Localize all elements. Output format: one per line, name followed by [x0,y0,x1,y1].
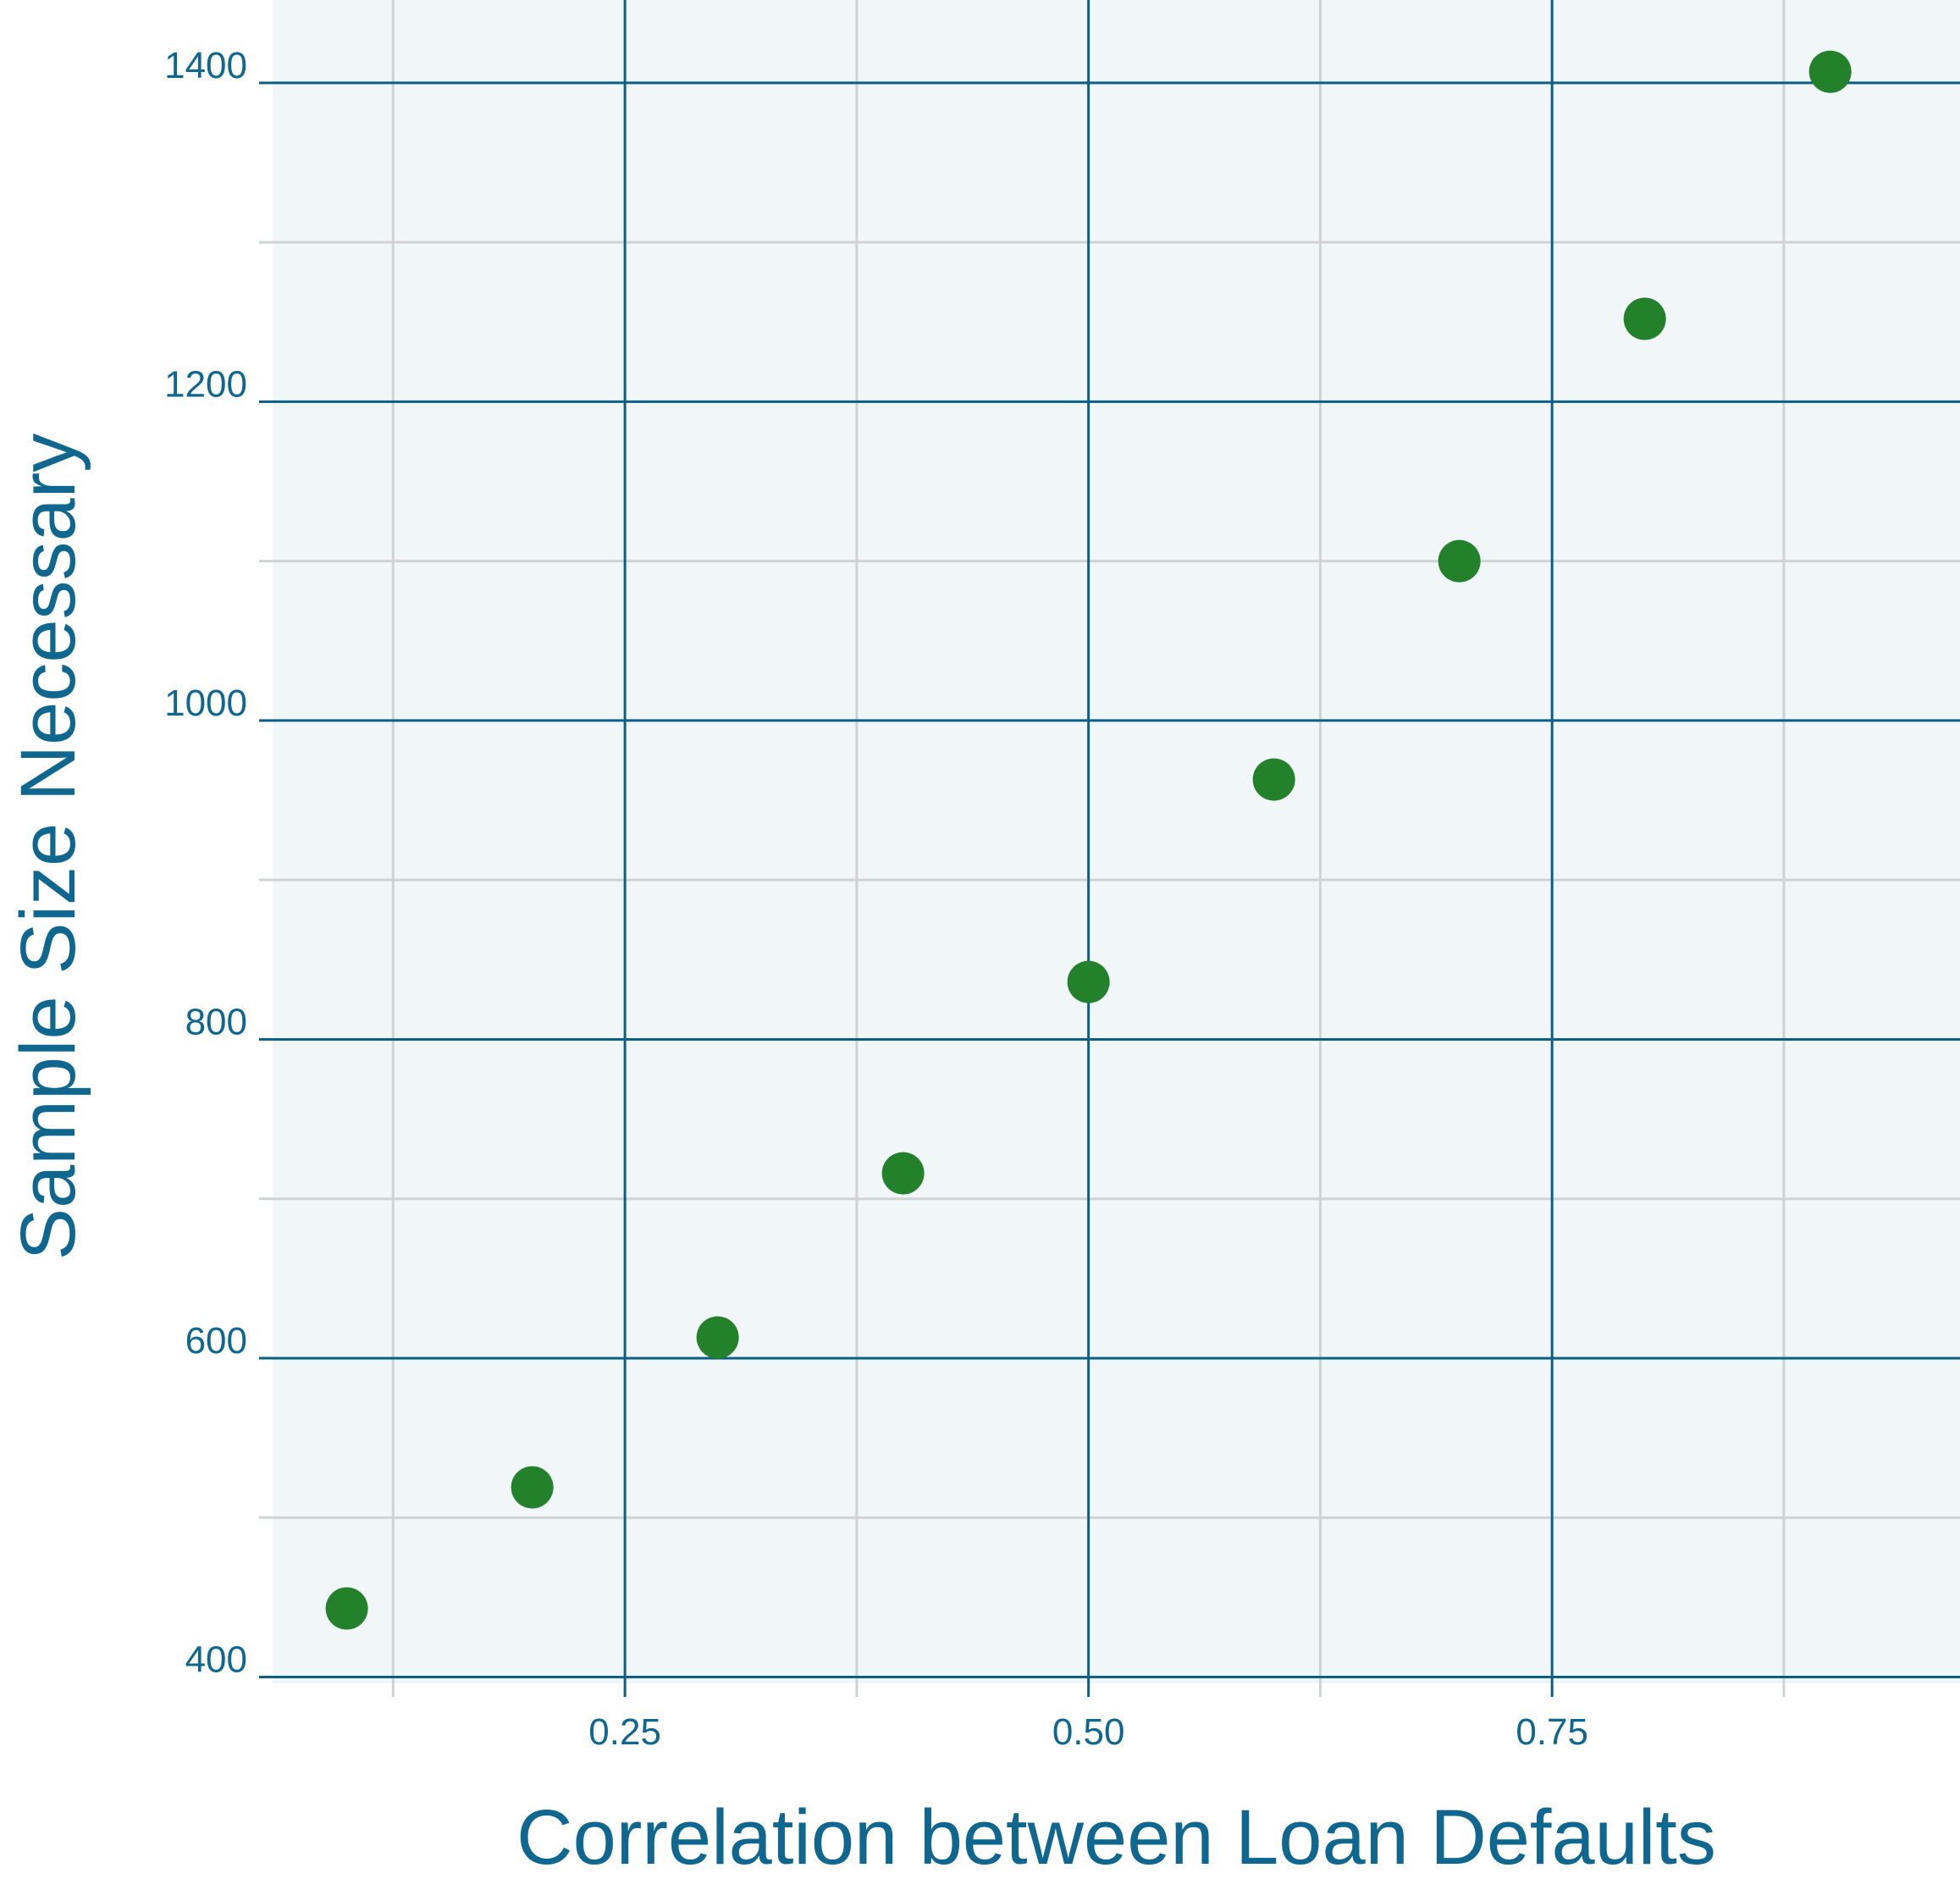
major-grid [273,0,1960,1683]
y-tick-label: 1000 [164,682,247,724]
x-tick-label: 0.75 [1516,1711,1588,1753]
x-tick-label: 0.25 [588,1711,661,1753]
y-tick-label: 1400 [164,45,247,86]
tick-labels: 0.25 0.50 0.75 400 600 800 1000 1200 1400 [164,45,1588,1753]
x-axis-title: Correlation between Loan Defaults [516,1794,1716,1881]
y-tick-label: 600 [185,1320,247,1362]
y-tick-label: 1200 [164,363,247,405]
minor-grid [273,0,1960,1683]
data-point [1438,539,1481,583]
data-point [1067,960,1110,1003]
data-point [325,1587,368,1630]
y-tick-label: 400 [185,1639,247,1680]
y-tick-label: 800 [185,1001,247,1042]
data-point [511,1466,554,1509]
data-points [325,50,1852,1630]
data-point [696,1316,739,1359]
data-point [881,1152,925,1195]
y-axis-title: Sample Size Necessary [5,434,91,1261]
data-point [1252,758,1295,801]
data-point [1808,50,1852,93]
x-tick-label: 0.50 [1052,1711,1125,1753]
data-point [1623,297,1666,340]
axis-ticks [259,81,1786,1697]
plot-background [273,0,1960,1683]
